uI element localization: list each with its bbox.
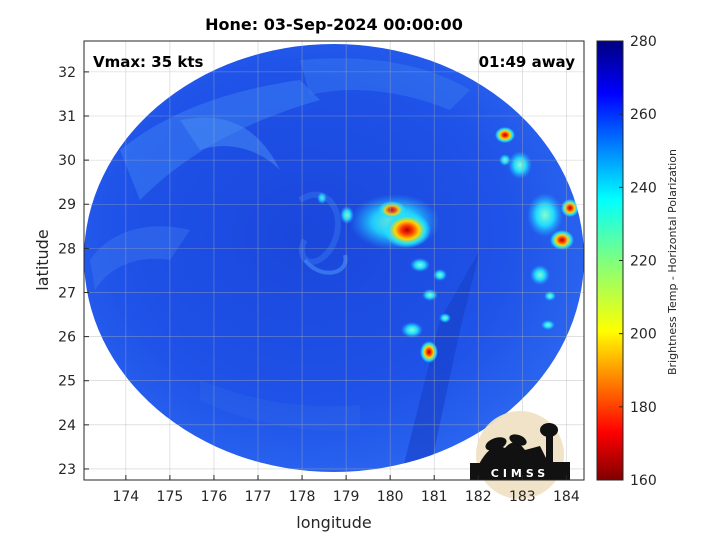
grid xyxy=(84,41,584,480)
x-tick-label: 184 xyxy=(553,489,580,505)
y-axis-ticks: 32 31 30 29 28 27 26 25 24 23 xyxy=(58,65,89,478)
x-axis-label: longitude xyxy=(296,513,371,532)
colorbar-tick-label: 200 xyxy=(630,327,657,343)
x-tick-label: 183 xyxy=(509,489,536,505)
y-tick-label: 30 xyxy=(58,153,76,169)
colorbar-tick-label: 260 xyxy=(630,107,657,123)
colorbar-tick-label: 180 xyxy=(630,400,657,416)
x-tick-label: 182 xyxy=(465,489,492,505)
y-tick-label: 24 xyxy=(58,418,76,434)
colorbar: 280 260 240 220 200 180 160 Brightness Temp - … xyxy=(596,34,679,489)
y-tick-label: 23 xyxy=(58,462,76,478)
cimss-logo-icon: CIMSS xyxy=(470,411,570,499)
colorbar-ticks: 280 260 240 220 200 180 160 xyxy=(619,34,657,489)
y-tick-label: 28 xyxy=(58,241,76,257)
vmax-label: Vmax: 35 kts xyxy=(93,53,203,71)
x-tick-label: 177 xyxy=(245,489,272,505)
y-axis-label: latitude xyxy=(33,229,52,290)
colorbar-tick-label: 280 xyxy=(630,34,657,50)
x-tick-label: 176 xyxy=(201,489,228,505)
colorbar-label: Brightness Temp - Horizontal Polarizatio… xyxy=(666,149,679,375)
colorbar-tick-label: 160 xyxy=(630,473,657,489)
y-tick-label: 32 xyxy=(58,65,76,81)
y-tick-label: 27 xyxy=(58,285,76,301)
satellite-swath xyxy=(84,44,584,472)
logo-text: CIMSS xyxy=(491,467,549,480)
y-tick-label: 31 xyxy=(58,109,76,125)
x-tick-label: 175 xyxy=(157,489,184,505)
y-tick-label: 25 xyxy=(58,374,76,390)
x-tick-label: 178 xyxy=(289,489,316,505)
colorbar-tick-label: 220 xyxy=(630,254,657,270)
axes-frame xyxy=(83,40,585,481)
colorbar-tick-label: 240 xyxy=(630,180,657,196)
x-axis-ticks: 174 175 176 177 178 179 180 181 182 183 184 xyxy=(112,475,580,505)
y-tick-label: 26 xyxy=(58,330,76,346)
x-tick-label: 181 xyxy=(421,489,448,505)
chart-title: Hone: 03-Sep-2024 00:00:00 xyxy=(205,15,463,34)
time-away-label: 01:49 away xyxy=(479,53,576,71)
y-tick-label: 29 xyxy=(58,197,76,213)
x-tick-label: 179 xyxy=(333,489,360,505)
x-tick-label: 174 xyxy=(112,489,139,505)
x-tick-label: 180 xyxy=(377,489,404,505)
